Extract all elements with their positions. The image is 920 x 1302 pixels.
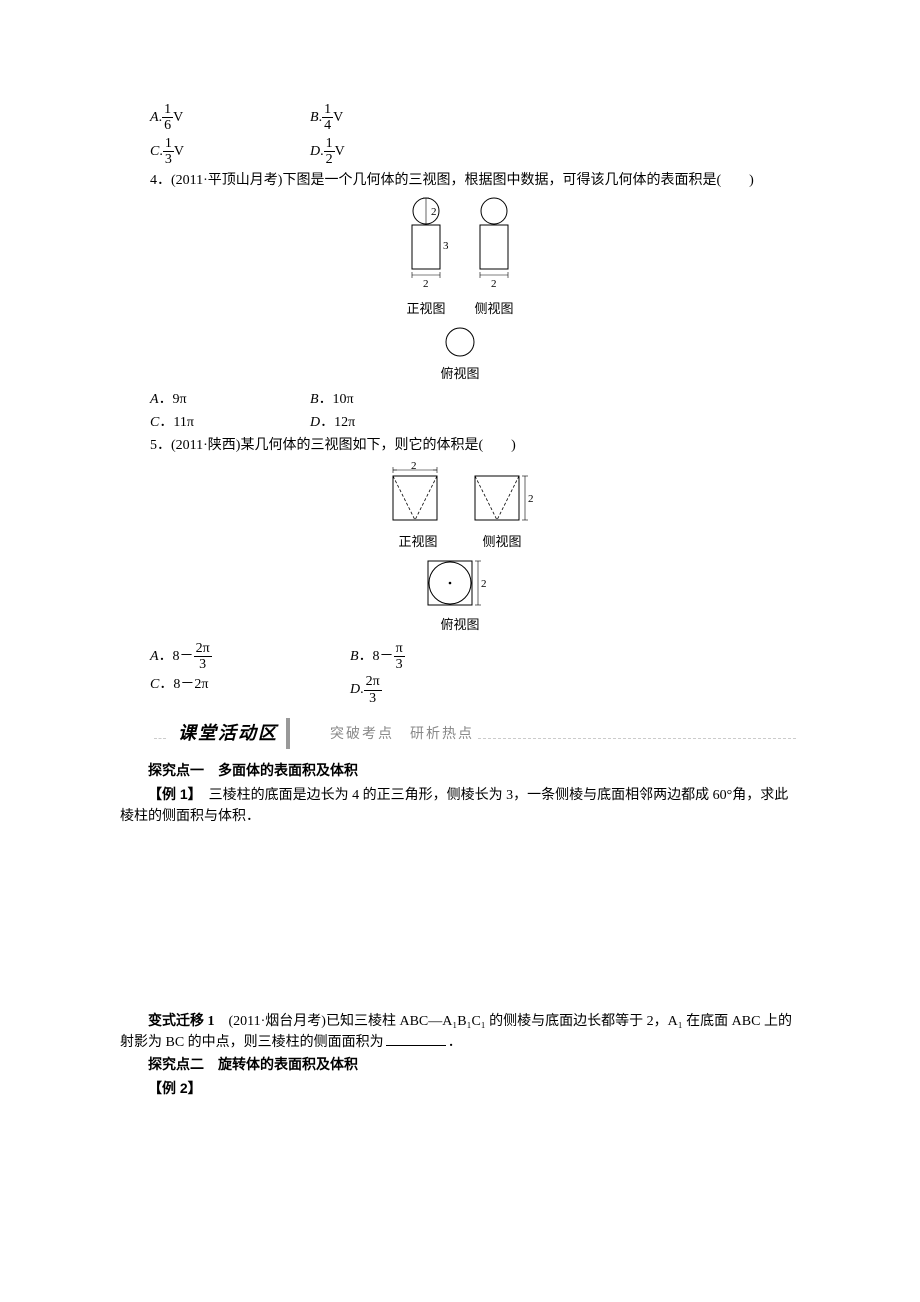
- q5-choice-row-ab: A．8－2π3 B．8－π3: [120, 641, 800, 673]
- q5-front-view: 2 正视图: [385, 462, 451, 552]
- choice-label: A: [150, 110, 159, 125]
- example1-text: 三棱柱的底面是边长为 4 的正三角形，侧棱长为 3，一条侧棱与底面相邻两边都成 …: [120, 788, 788, 824]
- q4-height-label: 3: [443, 240, 449, 252]
- view-label: 俯视图: [120, 364, 800, 384]
- q4-header: 4．(2011·平顶山月考)下图是一个几何体的三视图，根据图中数据，可得该几何体…: [150, 170, 800, 191]
- choice-label: C: [150, 144, 159, 159]
- q5-circle-dim: 2: [481, 578, 487, 590]
- choice-label: D: [310, 144, 320, 159]
- fraction: π3: [394, 641, 405, 673]
- q4-choice-d: D．12π: [310, 412, 510, 433]
- q4-width-front: 2: [423, 278, 429, 290]
- example2: 【例 2】: [120, 1078, 800, 1100]
- fill-blank: [386, 1045, 446, 1046]
- q4-width-side: 2: [491, 278, 497, 290]
- choice-label: B: [310, 110, 319, 125]
- explore2-title: 探究点二 旋转体的表面积及体积: [120, 1055, 800, 1076]
- q5-choice-b: B．8－π3: [350, 641, 550, 673]
- example-label: 【例 2】: [148, 1080, 202, 1096]
- q5-top-view: 2 俯视图: [120, 557, 800, 635]
- q4-choice-row-cd: C．11π D．12π: [120, 412, 800, 433]
- example1: 【例 1】 三棱柱的底面是边长为 4 的正三角形，侧棱长为 3，一条侧棱与底面相…: [120, 784, 800, 827]
- q5-choice-c: C．8－2π: [150, 674, 350, 706]
- view-label: 侧视图: [469, 532, 535, 552]
- q4-choice-a: A．9π: [150, 389, 310, 410]
- q3-choice-a: A.16V: [150, 102, 310, 134]
- q5-header: 5．(2011·陕西)某几何体的三视图如下，则它的体积是( ): [150, 435, 800, 456]
- q5-choice-d: D.2π3: [350, 674, 550, 706]
- variant1: 变式迁移 1 (2011·烟台月考)已知三棱柱 ABC—A₁B₁C₁ 的侧棱与底…: [120, 1011, 800, 1053]
- fraction: 2π3: [364, 674, 382, 706]
- q5-choice-row-cd: C．8－2π D.2π3: [120, 674, 800, 706]
- q5-choice-a: A．8－2π3: [150, 641, 350, 673]
- fraction: 12: [324, 136, 335, 168]
- view-label: 侧视图: [469, 299, 519, 319]
- q4-choice-row-ab: A．9π B．10π: [120, 389, 800, 410]
- fraction: 14: [322, 102, 333, 134]
- blank-workspace: [120, 829, 800, 1009]
- q4-choice-b: B．10π: [310, 389, 510, 410]
- section-banner: 课堂活动区 突破考点 研析热点: [150, 718, 800, 749]
- explore1-title: 探究点一 多面体的表面积及体积: [120, 761, 800, 782]
- q3-choice-row-cd: C.13V D.12V: [120, 136, 800, 168]
- q5-side-dim: 2: [528, 493, 534, 505]
- variant-label: 变式迁移 1: [148, 1014, 215, 1029]
- q3-choice-d: D.12V: [310, 136, 510, 168]
- q4-front-view: 2 3 2 正视图: [401, 197, 451, 319]
- q5-diagram: 2 正视图 2 侧视图 2 俯视图: [120, 462, 800, 635]
- banner-subtitle: 突破考点 研析热点: [330, 723, 474, 744]
- q3-choice-b: B.14V: [310, 102, 510, 134]
- q4-side-view: 2 侧视图: [469, 197, 519, 319]
- q4-choice-c: C．11π: [150, 412, 310, 433]
- q4-top-view: 俯视图: [120, 324, 800, 384]
- q5-side-view: 2 侧视图: [469, 462, 535, 552]
- q4-diagram: 2 3 2 正视图 2 侧视图 俯视图: [120, 197, 800, 384]
- view-label: 正视图: [401, 299, 451, 319]
- fraction: 16: [162, 102, 173, 134]
- banner-title: 课堂活动区: [170, 718, 290, 749]
- q5-top-dim: 2: [411, 462, 417, 472]
- example-label: 【例 1】: [148, 786, 195, 802]
- view-label: 正视图: [385, 532, 451, 552]
- q3-choice-c: C.13V: [150, 136, 310, 168]
- fraction: 13: [163, 136, 174, 168]
- q4-radius-label: 2: [431, 206, 437, 218]
- fraction: 2π3: [194, 641, 212, 673]
- q3-choice-row-ab: A.16V B.14V: [120, 102, 800, 134]
- view-label: 俯视图: [120, 615, 800, 635]
